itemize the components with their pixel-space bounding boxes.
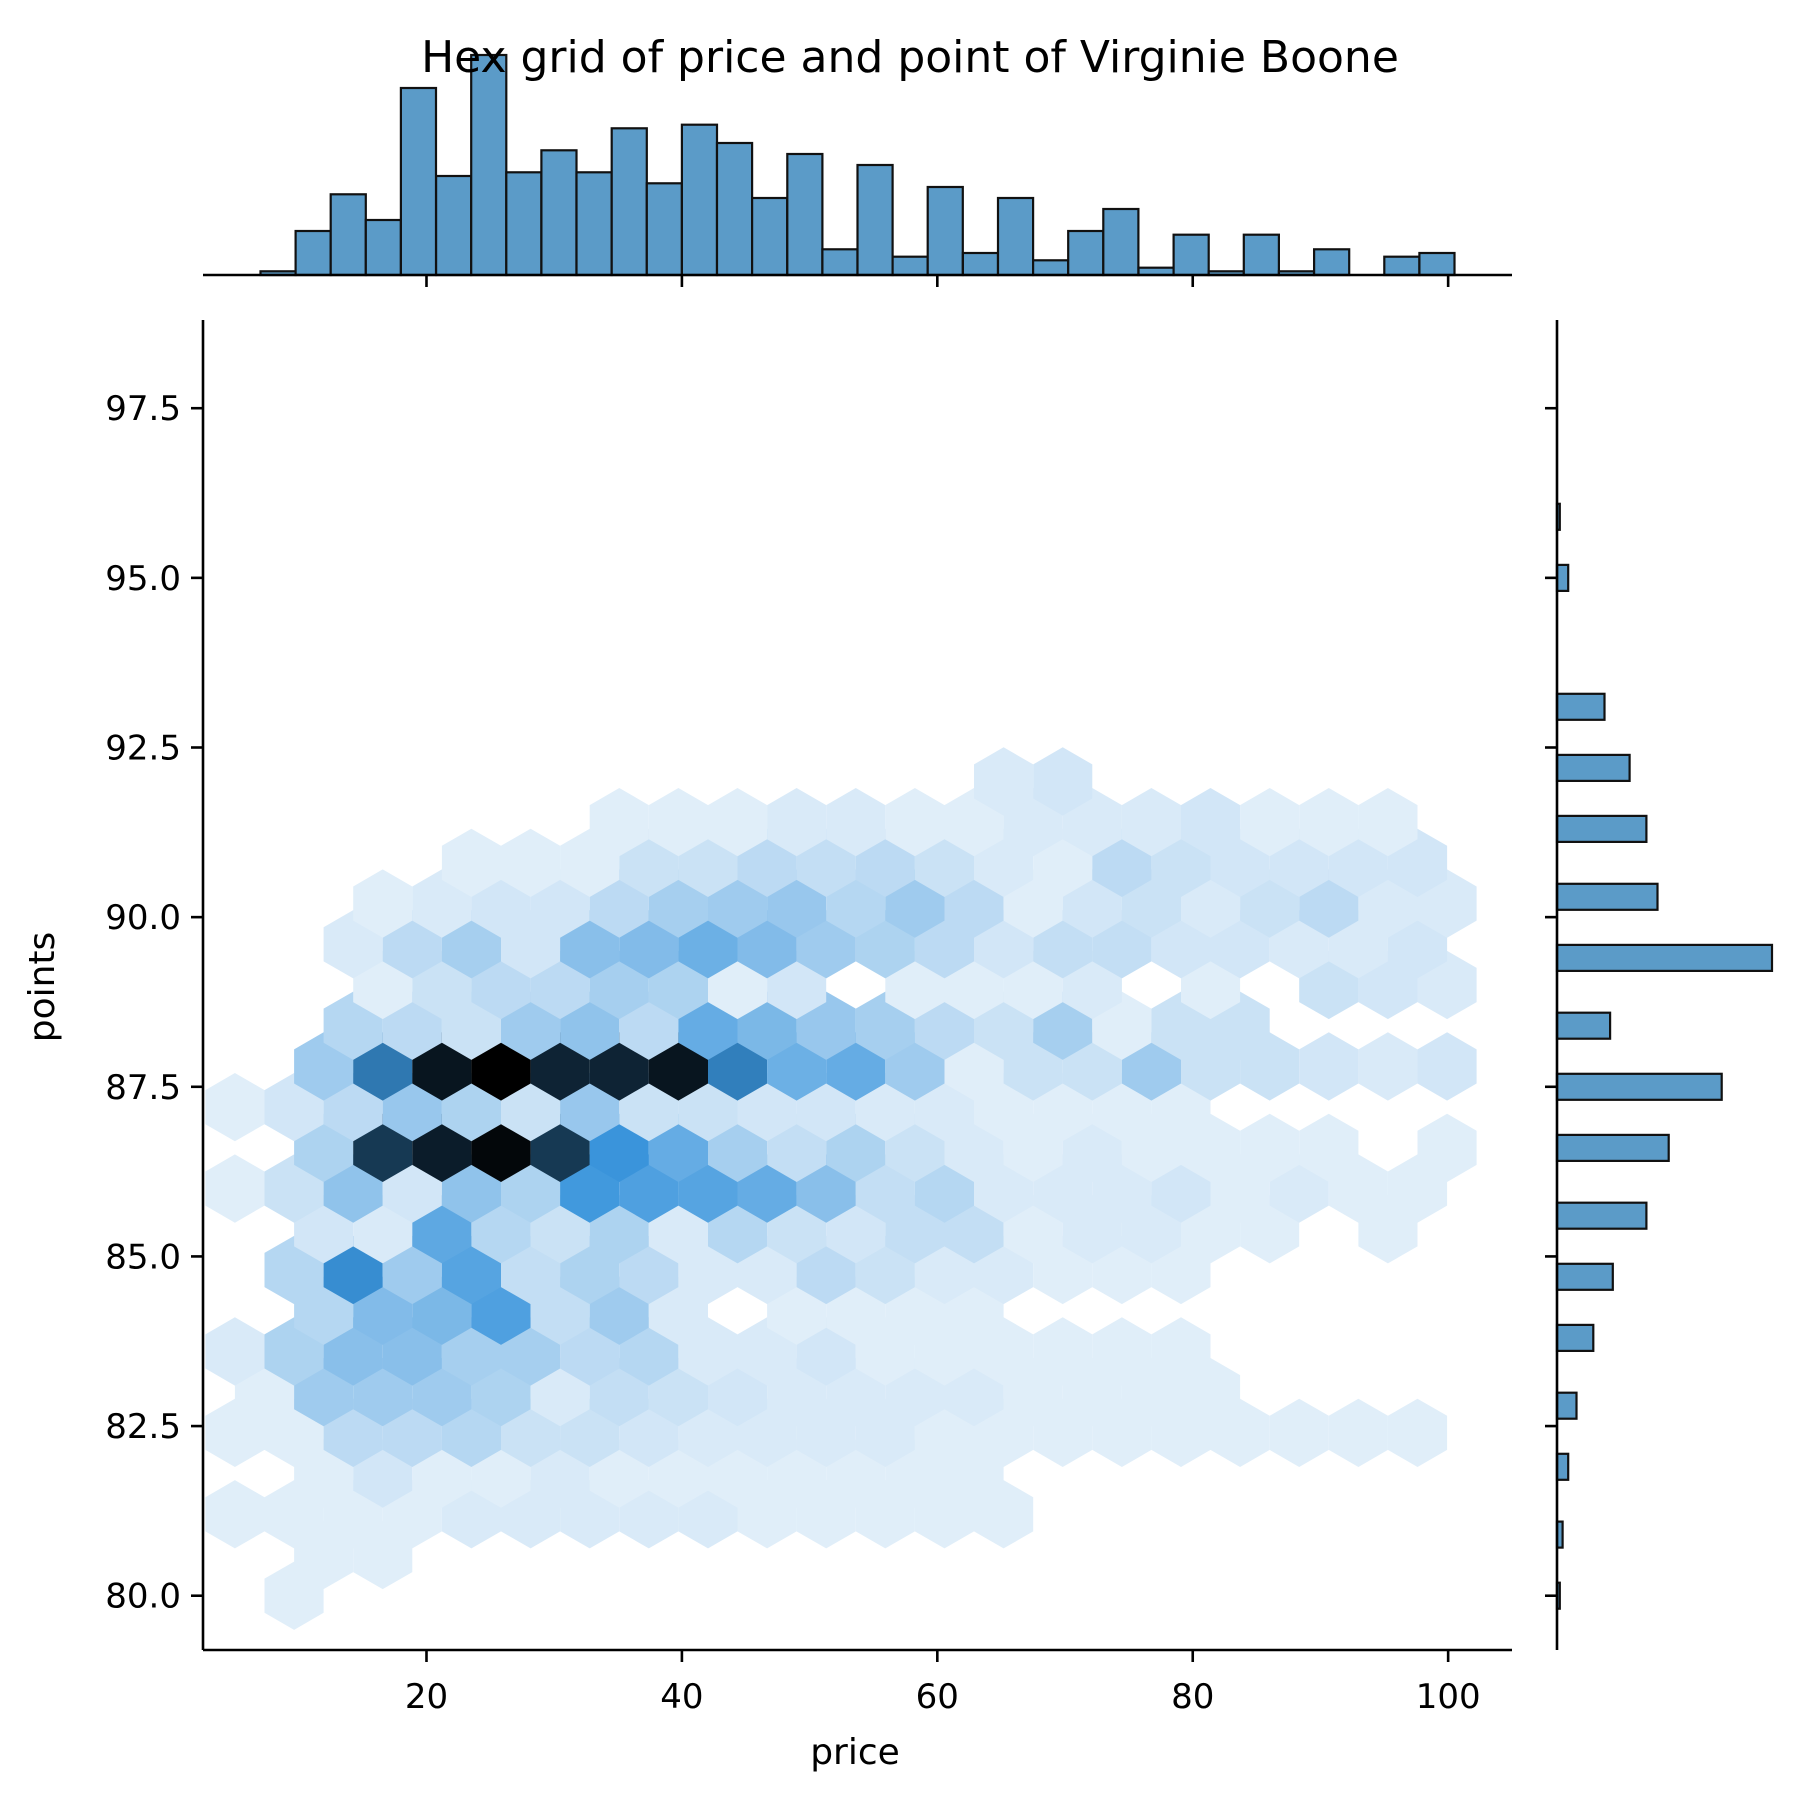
hex-bin [1270,1399,1329,1467]
x-hist-bar [963,253,998,275]
x-axis-label: price [810,1732,900,1773]
hex-bin [205,1480,264,1548]
x-hist-bar [296,231,331,275]
y-hist-bar [1557,1013,1610,1039]
hex-bin [1418,1032,1477,1100]
y-tick-label: 85.0 [105,1237,181,1277]
x-hist-bar [1174,235,1209,275]
y-hist-bar [1557,945,1772,971]
x-hist-bar [1384,257,1419,275]
y-hist-bar [1557,1393,1577,1419]
x-hist-bar [893,257,928,275]
y-hist-bar [1557,884,1658,910]
x-tick-label: 60 [916,1677,959,1717]
x-hist-bar [647,183,682,275]
x-tick-label: 80 [1171,1677,1214,1717]
hexbin-layer [205,747,1476,1630]
hex-bin [1388,1399,1447,1467]
y-tick-label: 92.5 [105,729,181,769]
x-hist-bar [541,150,576,275]
hex-bin [1329,1399,1388,1467]
x-hist-bar [1419,253,1454,275]
x-marginal-histogram [261,55,1455,275]
y-tick-label: 97.5 [105,389,181,429]
hex-bin [205,1073,264,1141]
x-tick-label: 20 [405,1677,448,1717]
y-hist-bar [1557,694,1605,720]
hex-bin [1358,1032,1417,1100]
y-hist-bar [1557,755,1630,781]
x-hist-bar [471,55,506,275]
y-hist-bar [1557,816,1646,842]
y-tick-label: 80.0 [105,1577,181,1617]
x-hist-bar [436,176,471,275]
chart-title: Hex grid of price and point of Virginie … [421,32,1399,83]
x-hist-bar [366,220,401,275]
y-tick-label: 87.5 [105,1068,181,1108]
x-hist-bar [682,125,717,275]
y-tick-label: 90.0 [105,898,181,938]
x-hist-bar [928,187,963,275]
x-hist-bar [401,88,436,275]
y-hist-bar [1557,1203,1646,1229]
y-hist-bar [1557,1454,1568,1480]
x-hist-bar [752,198,787,275]
x-hist-bar [1068,231,1103,275]
y-tick-label: 82.5 [105,1407,181,1447]
x-hist-bar [577,172,612,275]
hex-bin [1299,1032,1358,1100]
x-hist-bar [1033,260,1068,275]
y-tick-label: 95.0 [105,559,181,599]
x-hist-bar [1103,209,1138,275]
x-hist-bar [717,143,752,275]
x-hist-bar [822,249,857,275]
hex-bin [205,1154,264,1222]
x-hist-bar [506,172,541,275]
y-marginal-histogram [1557,504,1772,1609]
x-tick-label: 40 [660,1677,703,1717]
y-hist-bar [1557,1074,1722,1100]
y-hist-bar [1557,1325,1593,1351]
x-hist-bar [787,154,822,275]
y-hist-bar [1557,1135,1669,1161]
x-hist-bar [331,194,366,275]
x-hist-bar [998,198,1033,275]
x-hist-bar [858,165,893,275]
y-hist-bar [1557,1264,1613,1290]
y-hist-bar [1557,565,1568,591]
x-tick-label: 100 [1416,1677,1481,1717]
x-hist-bar [1244,235,1279,275]
x-hist-bar [612,128,647,275]
x-hist-bar [1314,249,1349,275]
y-axis-label: points [22,932,63,1043]
